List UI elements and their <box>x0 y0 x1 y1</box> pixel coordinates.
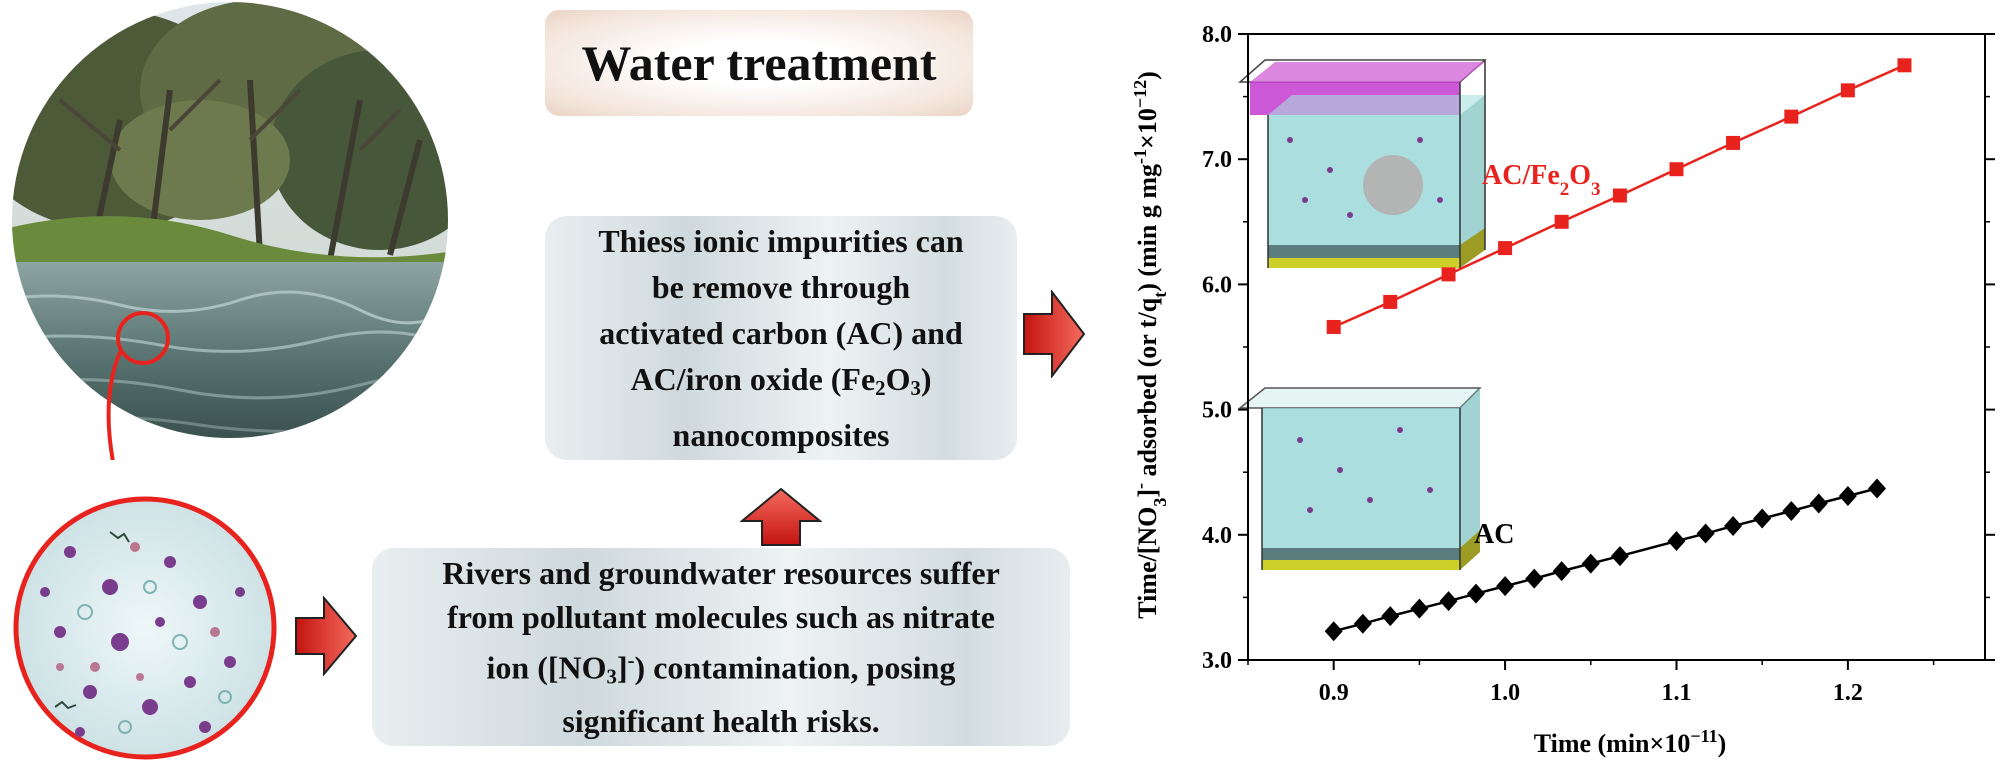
marker-ac <box>1696 523 1715 544</box>
marker-ac <box>1525 568 1544 589</box>
marker-ac-fe2o3 <box>1784 109 1799 124</box>
marker-ac-fe2o3 <box>1612 188 1627 203</box>
marker-ac <box>1410 598 1429 619</box>
title-box: Water treatment <box>545 10 973 116</box>
marker-ac-fe2o3 <box>1441 267 1456 282</box>
marker-ac-fe2o3 <box>1897 58 1912 73</box>
y-tick-label: 3.0 <box>1202 648 1232 674</box>
molecular-zoom-circle <box>13 496 277 760</box>
kinetics-chart: 0.9 1.0 1.1 1.2 3.0 4.0 5.0 6.0 7.0 8.0 AC/Fe2O3… <box>1130 22 1995 758</box>
x-tick-label: 1.0 <box>1490 680 1520 706</box>
x-tick-label: 0.9 <box>1319 680 1349 706</box>
marker-ac-fe2o3 <box>1726 135 1741 150</box>
marker-ac-fe2o3 <box>1554 214 1569 229</box>
marker-ac-fe2o3 <box>1326 319 1341 334</box>
x-axis-label: Time (min×10−11) <box>1534 726 1727 758</box>
y-tick-label: 8.0 <box>1202 22 1232 48</box>
arrow-up <box>740 487 822 546</box>
y-tick-label: 6.0 <box>1202 272 1232 298</box>
marker-ac <box>1610 546 1629 567</box>
y-tick-label: 7.0 <box>1202 147 1232 173</box>
marker-ac <box>1466 583 1485 604</box>
marker-ac-fe2o3 <box>1498 241 1513 256</box>
marker-ac-fe2o3 <box>1669 162 1684 177</box>
zoom-connector <box>106 351 122 460</box>
ac-box-illustration <box>1237 387 1482 570</box>
removal-text: Thiess ionic impurities can be remove th… <box>598 222 964 454</box>
y-tick-label: 5.0 <box>1202 398 1232 424</box>
marker-ac <box>1838 485 1857 506</box>
rivers-box: Rivers and groundwater resources suffer … <box>372 548 1070 746</box>
river-photo <box>12 2 448 460</box>
marker-ac <box>1381 606 1400 627</box>
marker-ac <box>1496 576 1515 597</box>
marker-ac <box>1724 516 1743 537</box>
marker-ac <box>1782 501 1801 522</box>
y-tick-label: 4.0 <box>1202 523 1232 549</box>
series-label-ac: AC <box>1474 519 1514 550</box>
page-title: Water treatment <box>581 35 937 91</box>
marker-ac <box>1581 553 1600 574</box>
removal-box: Thiess ionic impurities can be remove th… <box>545 216 1017 460</box>
marker-ac <box>1439 591 1458 612</box>
zoom-highlight <box>116 311 170 365</box>
marker-ac <box>1868 478 1887 499</box>
y-axis-ticks: 3.0 4.0 5.0 6.0 7.0 8.0 <box>1202 22 1995 674</box>
x-axis-ticks: 0.9 1.0 1.1 1.2 <box>1247 660 1935 706</box>
rivers-text: Rivers and groundwater resources suffer … <box>442 554 1000 740</box>
series-markers <box>1324 58 1912 642</box>
arrow-right-top <box>1023 290 1086 378</box>
marker-ac <box>1552 561 1571 582</box>
y-axis-label: Time/[NO3]- adsorbed (or t/qt) (min g mg… <box>1130 71 1170 619</box>
ac-box-dots <box>1287 137 1443 513</box>
x-tick-label: 1.2 <box>1833 680 1863 706</box>
marker-ac <box>1809 493 1828 514</box>
arrow-right-bottom <box>295 596 358 676</box>
marker-ac-fe2o3 <box>1840 83 1855 98</box>
series-label-ac-fe2o3: AC/Fe2O3 <box>1482 160 1601 200</box>
marker-ac-fe2o3 <box>1383 294 1398 309</box>
ac-fe2o3-box-illustration <box>1238 59 1487 268</box>
marker-ac <box>1753 508 1772 529</box>
x-tick-label: 1.1 <box>1661 680 1691 706</box>
marker-ac <box>1667 531 1686 552</box>
marker-ac <box>1353 613 1372 634</box>
marker-ac <box>1324 621 1343 642</box>
